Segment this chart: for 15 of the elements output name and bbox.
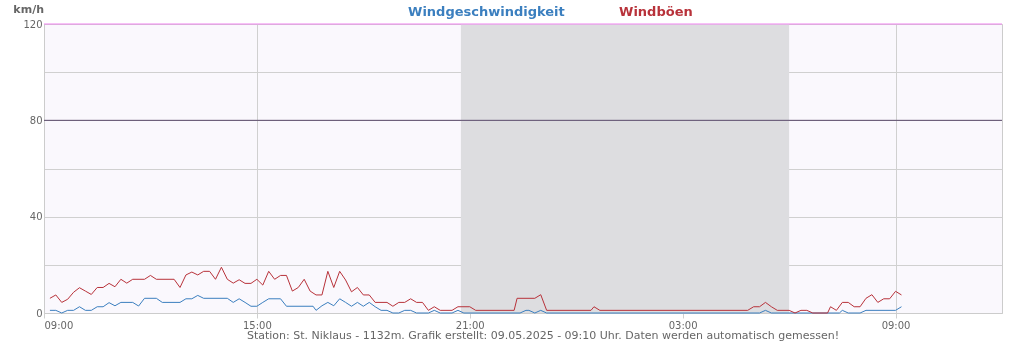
- y-axis-title: km/h: [13, 3, 44, 16]
- y-tick-label: 80: [29, 114, 43, 126]
- x-tick-label: 09:00: [881, 319, 911, 331]
- text: Station: St. Niklaus - 1132m. Grafik erstellt: 09.05.2025 - 09:10 Uhr. Daten werden automatisch gemessen!: [246, 329, 840, 342]
- x-tick-label: 21:00: [455, 319, 485, 331]
- y-tick-label: 0: [36, 307, 43, 319]
- x-tick-label: 15:00: [242, 319, 272, 331]
- x-tick-label: 03:00: [668, 319, 698, 331]
- line-series: [49, 266, 902, 314]
- text: Windböen: [619, 4, 693, 19]
- y-tick-label: 40: [29, 211, 43, 223]
- text: Windgeschwindigkeit: [408, 4, 565, 19]
- x-tick-label: 09:00: [44, 319, 74, 331]
- line-series: [49, 294, 902, 314]
- y-tick-label: 120: [23, 18, 43, 30]
